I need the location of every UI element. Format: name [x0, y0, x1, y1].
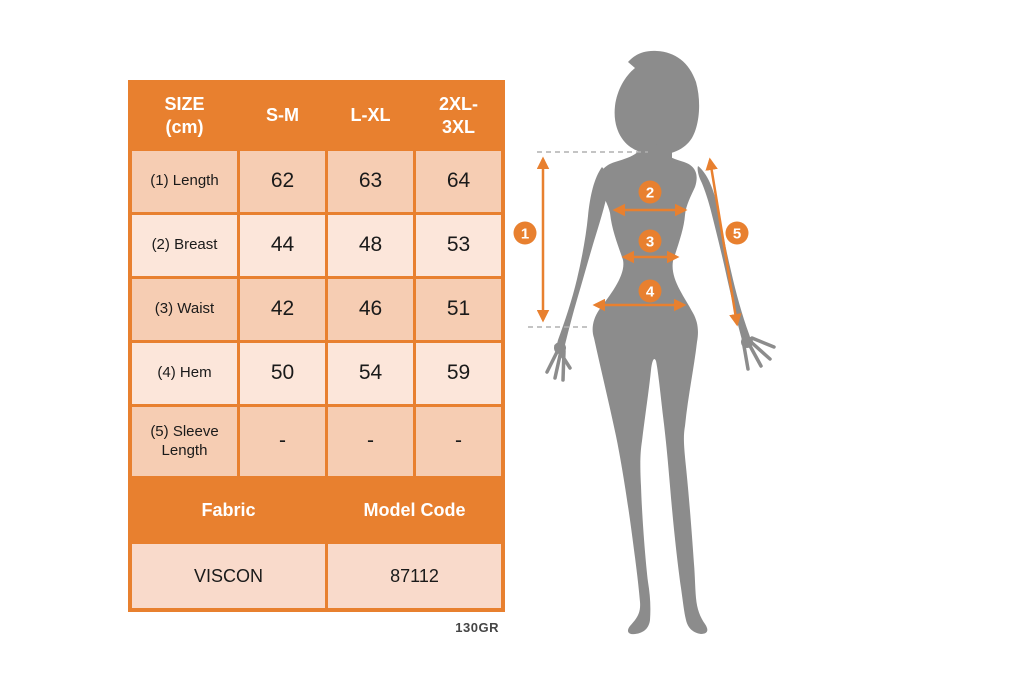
left-hand-silhouette [545, 342, 572, 382]
breast-2xl-3xl: 53 [416, 215, 501, 276]
length-2xl-3xl: 64 [416, 151, 501, 212]
breast-s-m: 44 [240, 215, 325, 276]
breast-l-xl: 48 [328, 215, 413, 276]
row-label-hem: (4) Hem [132, 343, 237, 404]
weight-note: 130GR [455, 620, 499, 635]
sleeve-arrow [705, 157, 742, 327]
badge-4-label: 4 [646, 284, 655, 301]
badge-1-label: 1 [521, 226, 529, 243]
hem-l-xl: 54 [328, 343, 413, 404]
badge-4-circle [638, 279, 662, 303]
row-label-length: (1) Length [132, 151, 237, 212]
fabric-header: Fabric [132, 479, 325, 541]
torso-legs-silhouette [592, 143, 708, 635]
badge-5-label: 5 [733, 226, 741, 243]
length-l-xl: 63 [328, 151, 413, 212]
body-silhouette [545, 50, 776, 635]
right-arm-silhouette [697, 166, 751, 345]
hem-s-m: 50 [240, 343, 325, 404]
row-label-breast: (2) Breast [132, 215, 237, 276]
head-silhouette [614, 50, 700, 155]
header-size-cm: SIZE (cm) [132, 84, 237, 148]
waist-l-xl: 46 [328, 279, 413, 340]
badge-2-circle [638, 180, 662, 204]
sleeve-s-m: - [240, 407, 325, 476]
badge-1-circle [513, 221, 537, 245]
length-s-m: 62 [240, 151, 325, 212]
badge-3-label: 3 [646, 234, 654, 251]
badge-5-circle [725, 221, 749, 245]
badge-2-label: 2 [646, 185, 654, 202]
waist-2xl-3xl: 51 [416, 279, 501, 340]
left-arm-silhouette [557, 167, 609, 350]
model-code-header: Model Code [328, 479, 501, 541]
sleeve-2xl-3xl: - [416, 407, 501, 476]
sleeve-l-xl: - [328, 407, 413, 476]
measure-badges: 1 2 3 4 5 [513, 180, 749, 303]
row-label-waist: (3) Waist [132, 279, 237, 340]
header-s-m: S-M [240, 84, 325, 148]
waist-s-m: 42 [240, 279, 325, 340]
badge-3-circle [638, 229, 662, 253]
fabric-value: VISCON [132, 544, 325, 608]
row-label-sleeve-length: (5) Sleeve Length [132, 407, 237, 476]
size-chart-table: SIZE (cm) S-M L-XL 2XL- 3XL (1) Length 6… [128, 80, 505, 612]
header-l-xl: L-XL [328, 84, 413, 148]
hem-2xl-3xl: 59 [416, 343, 501, 404]
model-code-value: 87112 [328, 544, 501, 608]
right-hand-silhouette [741, 336, 776, 371]
header-2xl-3xl: 2XL- 3XL [416, 84, 501, 148]
